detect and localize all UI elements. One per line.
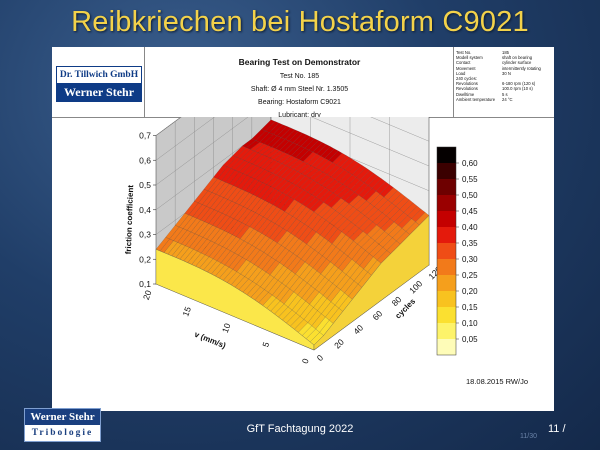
colorbar-label: 0,15	[462, 303, 478, 312]
colorbar-segment	[437, 323, 456, 339]
colorbar-label: 0,40	[462, 223, 478, 232]
x-tick-label: 20	[141, 289, 154, 302]
x-tick-label: 15	[180, 305, 193, 318]
test-title: Bearing Test on Demonstrator	[238, 57, 361, 67]
z-tick-label: 0,6	[139, 155, 151, 165]
page-watermark: 11/30	[520, 433, 537, 440]
colorbar-segment	[437, 163, 456, 179]
colorbar-label: 0,50	[462, 191, 478, 200]
chart-panel: Dr. Tillwich GmbH Werner Stehr Bearing T…	[52, 47, 554, 411]
colorbar-segment	[437, 243, 456, 259]
test-header: Dr. Tillwich GmbH Werner Stehr Bearing T…	[52, 47, 554, 119]
colorbar: 0,60 0,55 0,50 0,45 0,40 0,35 0,30 0,25 0,20 0,15…	[436, 146, 478, 356]
param-row: Dwelltime 5 s	[456, 91, 508, 97]
param-row: Revolutions 6-180 rpm (120 s)	[456, 81, 536, 87]
colorbar-segment	[437, 147, 456, 163]
x-tick-label: 5	[260, 340, 271, 348]
footer-text: GfT Fachtagung 2022	[246, 423, 354, 435]
colorbar-segment	[437, 291, 456, 307]
colorbar-label: 0,60	[462, 159, 478, 168]
y-tick-label: 60	[370, 308, 384, 322]
tillwich-logo: Dr. Tillwich GmbH Werner Stehr	[56, 66, 142, 102]
colorbar-segment	[437, 211, 456, 227]
colorbar-segment	[437, 227, 456, 243]
param-row: Modell system shaft on bearing	[456, 55, 533, 61]
logo-top-text: Dr. Tillwich GmbH	[57, 67, 141, 83]
z-tick-label: 0,7	[139, 131, 151, 141]
colorbar-label: 0,45	[462, 207, 478, 216]
footer-logo-bottom: Tribologie	[25, 425, 100, 441]
colorbar-label: 0,35	[462, 239, 478, 248]
werner-stehr-logo: Werner Stehr Tribologie	[24, 408, 101, 442]
z-tick-label: 0,4	[139, 205, 151, 215]
logo-bottom-text: Werner Stehr	[57, 83, 141, 101]
z-tick-label: 0,3	[139, 230, 151, 240]
param-row: Movement intermittently rotating	[456, 65, 541, 71]
param-row: 240 cycles:	[456, 76, 477, 82]
x-tick-label: 10	[220, 322, 233, 335]
colorbar-segment	[437, 275, 456, 291]
header-divider	[453, 47, 454, 117]
z-axis-label: friction coefficient	[124, 185, 135, 255]
colorbar-segment	[437, 307, 456, 323]
colorbar-frame	[436, 146, 457, 356]
x-axis-label: v (mm/s)	[193, 330, 227, 351]
test-date: 18.08.2015 RW/Jo	[466, 377, 528, 386]
test-number: Test No. 185	[279, 73, 320, 80]
y-tick-label: 100	[407, 278, 424, 295]
colorbar-segment	[437, 259, 456, 275]
z-tick-label: 0,1	[139, 279, 151, 289]
footer-logo-top: Werner Stehr	[25, 409, 100, 425]
friction-surface	[155, 119, 430, 351]
test-lubricant: Lubricant: dry	[278, 112, 321, 119]
colorbar-label: 0,25	[462, 271, 478, 280]
colorbar-segment	[437, 339, 456, 355]
test-description: Bearing Test on Demonstrator Test No. 18…	[147, 47, 452, 119]
surface-front-skirt	[155, 249, 315, 351]
colorbar-label: 0,55	[462, 175, 478, 184]
param-row: Ambient temperature 24 °C	[456, 96, 513, 102]
test-parameters: Test No. 185 Modell system shaft on bearin…	[456, 50, 554, 102]
z-tick-label: 0,2	[139, 254, 151, 264]
y-tick-label: 0	[315, 352, 326, 363]
param-row: Test No. 185	[456, 50, 509, 55]
param-row: Contact cylinder surface	[456, 60, 532, 66]
page-number: 11 /	[548, 423, 566, 435]
param-row: Revolutions 100.0 rpm (10 s)	[456, 86, 533, 92]
header-divider	[144, 47, 145, 117]
colorbar-label: 0,10	[462, 319, 478, 328]
colorbar-segment	[437, 195, 456, 211]
test-shaft: Shaft: Ø 4 mm Steel Nr. 1.3505	[250, 86, 349, 93]
z-tick-label: 0,5	[139, 180, 151, 190]
surface-side-skirt	[313, 215, 430, 351]
colorbar-label: 0,30	[462, 255, 478, 264]
y-tick-label: 20	[332, 337, 346, 351]
colorbar-label: 0,05	[462, 335, 478, 344]
y-tick-label: 40	[351, 322, 365, 336]
colorbar-segment	[437, 179, 456, 195]
slide-title: Reibkriechen bei Hostaform C9021	[71, 6, 529, 38]
colorbar-label: 0,20	[462, 287, 478, 296]
param-row: Load 30 N	[456, 70, 511, 76]
test-bearing: Bearing: Hostaform C9021	[258, 99, 341, 106]
x-tick-label: 0	[300, 357, 311, 365]
friction-surface-plot: 0,1 0,2 0,3 0,4 0,5 0,6 0,7 friction coefficien…	[124, 117, 478, 365]
